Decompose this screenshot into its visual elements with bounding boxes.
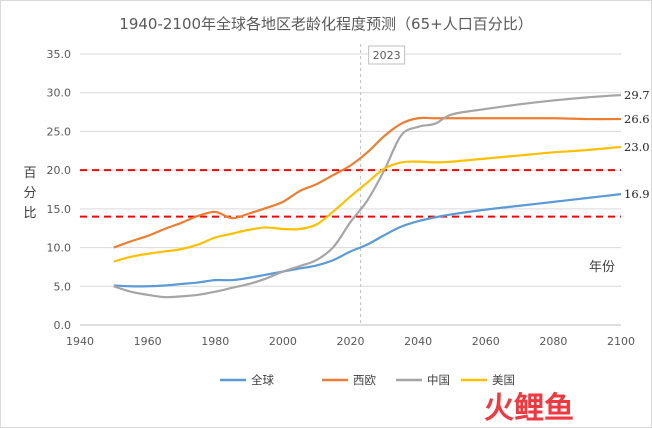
- series-lines: [113, 93, 622, 299]
- x-tick-label: 2000: [269, 335, 297, 348]
- x-tick-label: 1940: [66, 335, 94, 348]
- svg-text:火鲤鱼: 火鲤鱼: [484, 391, 574, 426]
- y-axis-label-char: 百: [23, 166, 36, 181]
- legend: 全球 西欧 中国 美国: [220, 373, 515, 387]
- y-tick-label: 0.0: [54, 319, 72, 332]
- y-tick-label: 15.0: [47, 203, 72, 216]
- x-tick-label: 2040: [404, 335, 432, 348]
- y-tick-label: 5.0: [54, 280, 72, 293]
- legend-entry-2: 中国: [427, 373, 450, 387]
- x-tick-label: 1960: [134, 335, 162, 348]
- y-tick-label: 30.0: [47, 87, 72, 100]
- marker-label: 2023: [373, 49, 401, 62]
- y-tick-label: 20.0: [47, 164, 72, 177]
- series-line-3: [113, 145, 622, 263]
- end-labels: 16.9 26.6 29.7 23.0: [624, 88, 650, 201]
- series-line-0: [113, 193, 622, 288]
- reference-lines: [80, 169, 621, 218]
- y-tick-label: 35.0: [47, 48, 72, 61]
- tick-labels: 0.0 5.0 10.0 15.0 20.0 25.0 30.0 35.0 1940 1960 19…: [47, 48, 636, 348]
- chart-title: 1940-2100年全球各地区老龄化程度预测（65+人口百分比）: [119, 15, 532, 33]
- end-label-2: 29.7: [624, 88, 650, 102]
- watermark-logo: 火鲤鱼: [484, 391, 574, 426]
- legend-entry-1: 西欧: [353, 373, 376, 387]
- y-tick-label: 25.0: [47, 125, 72, 138]
- x-tick-label: 1980: [201, 335, 229, 348]
- legend-entry-3: 美国: [492, 373, 515, 387]
- end-label-0: 16.9: [624, 187, 650, 201]
- x-tick-label: 2080: [539, 335, 567, 348]
- x-tick-label: 2060: [472, 335, 500, 348]
- x-tick-label: 2100: [607, 335, 635, 348]
- series-line-1: [113, 116, 622, 249]
- y-axis-label-char: 分: [23, 186, 36, 201]
- end-label-3: 23.0: [624, 140, 650, 154]
- legend-entry-0: 全球: [251, 373, 274, 387]
- gridlines: [80, 53, 621, 326]
- y-axis-label-char: 比: [23, 206, 36, 221]
- series-line-2: [113, 93, 622, 299]
- x-tick-label: 2020: [337, 335, 365, 348]
- x-axis-label: 年份: [589, 260, 615, 275]
- end-label-1: 26.6: [624, 112, 650, 126]
- year-marker: 2023: [360, 44, 406, 325]
- y-tick-label: 10.0: [47, 242, 72, 255]
- marker-label-box: [368, 45, 406, 65]
